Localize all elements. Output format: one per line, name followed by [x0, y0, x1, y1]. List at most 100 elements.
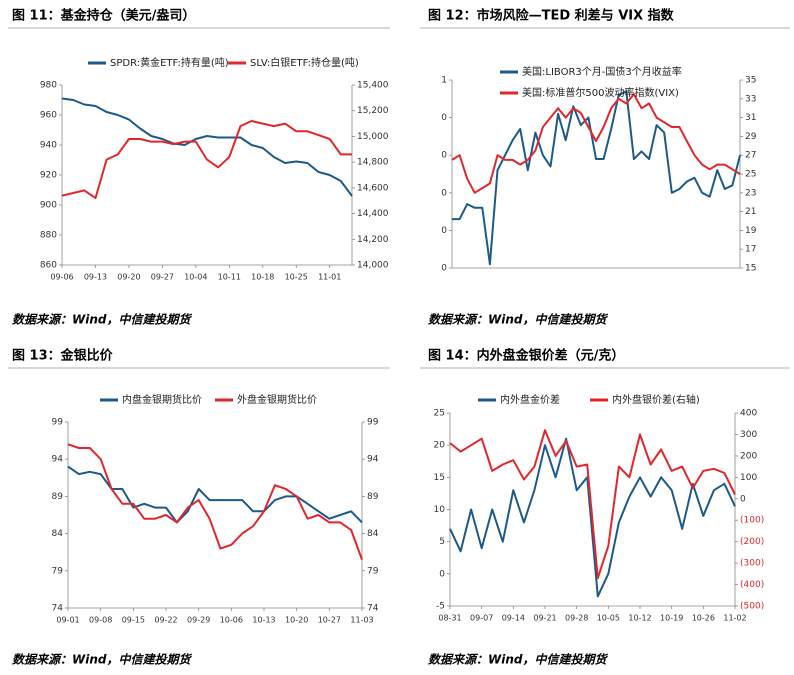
y2-tick-label: 14,000 [357, 261, 389, 271]
source-note: 数据来源：Wind，中信建投期货 [12, 313, 192, 327]
series-line [449, 437, 736, 598]
series-line [67, 443, 363, 560]
y2-tick-label: 15,400 [357, 81, 389, 91]
x-tick-label: 11-02 [723, 614, 746, 623]
series-line [67, 465, 363, 524]
y2-tick-label: 23 [745, 188, 756, 198]
y2-tick-label: 27 [745, 151, 756, 161]
x-tick-label: 08-31 [438, 614, 461, 623]
x-tick-label: 09-22 [154, 616, 177, 625]
y-tick-label: 20 [434, 441, 446, 451]
chart-title: 图 13：金银比价 [12, 348, 114, 364]
y-tick-label: 94 [52, 455, 64, 465]
y2-tick-label: (400) [740, 580, 764, 590]
y-tick-label: 74 [52, 604, 64, 614]
y-tick-label: 940 [40, 141, 57, 151]
x-tick-label: 10-18 [251, 273, 274, 282]
source-note: 数据来源：Wind，中信建投期货 [12, 653, 192, 667]
y2-tick-label: 25 [745, 170, 756, 180]
y2-tick-label: (300) [740, 559, 764, 569]
y2-tick-label: 17 [745, 245, 756, 255]
series-line [451, 93, 741, 194]
y2-tick-label: 15,000 [357, 132, 389, 142]
y2-tick-label: 14,600 [357, 183, 389, 193]
x-tick-label: 09-06 [50, 273, 73, 282]
y-tick-label: 79 [52, 566, 64, 576]
x-tick-label: 10-27 [318, 616, 341, 625]
x-tick-label: 10-25 [285, 273, 308, 282]
x-tick-label: 10-20 [285, 616, 308, 625]
y2-tick-label: 35 [745, 76, 756, 86]
series-line [449, 429, 736, 580]
y2-tick-label: 31 [745, 113, 756, 123]
series-line [61, 97, 353, 197]
x-tick-label: 09-28 [565, 614, 588, 623]
y2-tick-label: 400 [740, 409, 757, 419]
x-tick-label: 09-07 [470, 614, 493, 623]
y2-tick-label: 33 [745, 94, 756, 104]
y2-tick-label: 0 [740, 494, 746, 504]
y-tick-label: 0 [441, 264, 447, 274]
y-tick-label: 980 [40, 81, 57, 91]
y-tick-label: 5 [439, 537, 445, 547]
legend-label: 美国:标准普尔500波动率指数(VIX) [522, 86, 679, 99]
legend-label: 内盘金银期货比价 [122, 393, 202, 406]
x-tick-label: 10-19 [660, 614, 683, 623]
y-tick-label: 960 [40, 111, 57, 121]
y-tick-label: 0 [441, 188, 447, 198]
x-tick-label: 10-26 [692, 614, 715, 623]
y2-tick-label: 19 [745, 226, 757, 236]
y-tick-label: 0 [439, 569, 445, 579]
y-tick-label: 900 [40, 201, 57, 211]
x-tick-label: 09-13 [84, 273, 107, 282]
y-tick-label: -5 [436, 602, 445, 612]
y2-tick-label: 14,400 [357, 209, 389, 219]
y2-tick-label: 200 [740, 451, 757, 461]
legend-label: 外盘金银期货比价 [237, 393, 317, 406]
y2-tick-label: 29 [745, 132, 757, 142]
y-tick-label: 84 [52, 529, 64, 539]
x-tick-label: 10-13 [252, 616, 275, 625]
y-tick-label: 1 [441, 76, 447, 86]
x-tick-label: 09-01 [56, 616, 79, 625]
y-tick-label: 860 [40, 261, 57, 271]
y2-tick-label: 14,200 [357, 235, 389, 245]
source-note: 数据来源：Wind，中信建投期货 [428, 313, 608, 327]
y-tick-label: 0 [441, 151, 447, 161]
y2-tick-label: 99 [367, 418, 379, 428]
y2-tick-label: 79 [367, 566, 379, 576]
y2-tick-label: 14,800 [357, 158, 389, 168]
series-line [61, 120, 352, 200]
y2-tick-label: (500) [740, 602, 764, 612]
y2-tick-label: 94 [367, 455, 379, 465]
chart-title: 图 14：内外盘金银价差（元/克） [428, 348, 624, 364]
y2-tick-label: 74 [367, 604, 379, 614]
y-tick-label: 10 [434, 505, 446, 515]
chart-title: 图 11：基金持仓（美元/盎司） [12, 8, 195, 24]
y2-tick-label: 100 [740, 473, 757, 483]
legend-label: 内外盘金价差 [500, 393, 560, 406]
legend-label: 美国:LIBOR3个月-国债3个月收益率 [522, 65, 682, 78]
x-tick-label: 09-29 [187, 616, 210, 625]
y2-tick-label: 89 [367, 492, 379, 502]
y2-tick-label: 84 [367, 529, 379, 539]
x-tick-label: 10-12 [628, 614, 651, 623]
x-tick-label: 11-03 [350, 616, 373, 625]
x-tick-label: 09-08 [89, 616, 112, 625]
y-tick-label: 0 [441, 113, 447, 123]
x-tick-label: 09-15 [122, 616, 145, 625]
x-tick-label: 09-20 [117, 273, 140, 282]
y-tick-label: 15 [434, 473, 445, 483]
source-note: 数据来源：Wind，中信建投期货 [428, 653, 608, 667]
x-tick-label: 09-14 [502, 614, 525, 623]
y-tick-label: 89 [52, 492, 64, 502]
y-tick-label: 0 [441, 226, 447, 236]
y2-tick-label: 15,200 [357, 106, 389, 116]
legend-label: 内外盘银价差(右轴) [612, 393, 700, 406]
x-tick-label: 11-01 [318, 273, 341, 282]
series-line [452, 90, 741, 266]
x-tick-label: 09-27 [151, 273, 174, 282]
y2-tick-label: 15 [745, 264, 756, 274]
